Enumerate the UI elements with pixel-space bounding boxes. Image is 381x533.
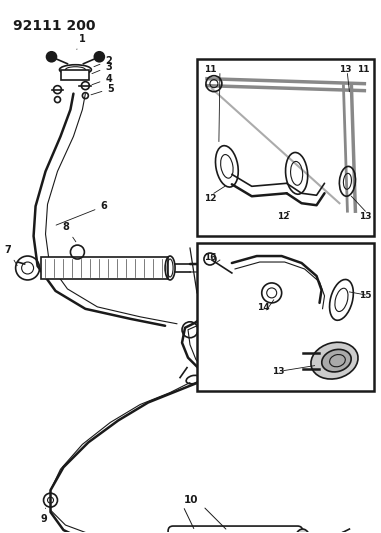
Text: 7: 7: [5, 245, 17, 265]
Text: 11: 11: [357, 64, 370, 74]
Text: 6: 6: [56, 201, 107, 225]
Text: 13: 13: [359, 212, 372, 221]
Circle shape: [94, 52, 104, 62]
Text: 11: 11: [204, 64, 216, 74]
Text: 13: 13: [272, 367, 284, 376]
Text: 4: 4: [92, 74, 112, 85]
Text: 9: 9: [40, 508, 47, 524]
Text: 92111 200: 92111 200: [13, 19, 95, 33]
Text: 2: 2: [94, 56, 112, 67]
Text: 1: 1: [77, 34, 86, 50]
Text: 10: 10: [184, 495, 198, 505]
Ellipse shape: [322, 350, 351, 372]
Text: 3: 3: [92, 62, 112, 74]
Text: 16: 16: [204, 253, 216, 262]
Text: 12: 12: [204, 194, 216, 203]
Text: 13: 13: [339, 64, 352, 74]
Text: 12: 12: [277, 212, 289, 221]
Text: 8: 8: [62, 222, 76, 242]
Ellipse shape: [311, 342, 358, 379]
Bar: [40, 257, 168, 279]
FancyBboxPatch shape: [168, 526, 303, 533]
Text: 14: 14: [257, 303, 269, 312]
Text: 15: 15: [359, 291, 372, 300]
Ellipse shape: [294, 529, 312, 533]
Bar: [197, 59, 374, 236]
Text: 5: 5: [91, 84, 114, 95]
Bar: [197, 243, 374, 391]
Circle shape: [46, 52, 56, 62]
Bar: [61, 70, 90, 80]
